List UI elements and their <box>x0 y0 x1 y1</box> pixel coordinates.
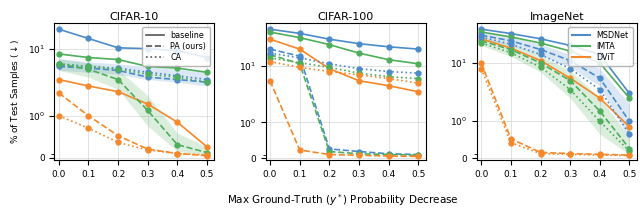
Text: Max Ground-Truth $(y^*)$ Probability Decrease: Max Ground-Truth $(y^*)$ Probability Dec… <box>227 192 458 208</box>
Legend: baseline, PA (ours), CA: baseline, PA (ours), CA <box>142 27 211 66</box>
Title: ImageNet: ImageNet <box>529 12 584 22</box>
Legend: MSDNet, IMTA, DViT: MSDNet, IMTA, DViT <box>568 27 633 66</box>
Title: CIFAR-100: CIFAR-100 <box>317 12 374 22</box>
Y-axis label: % of Test Samples ($\downarrow$): % of Test Samples ($\downarrow$) <box>9 39 22 144</box>
Title: CIFAR-10: CIFAR-10 <box>110 12 159 22</box>
